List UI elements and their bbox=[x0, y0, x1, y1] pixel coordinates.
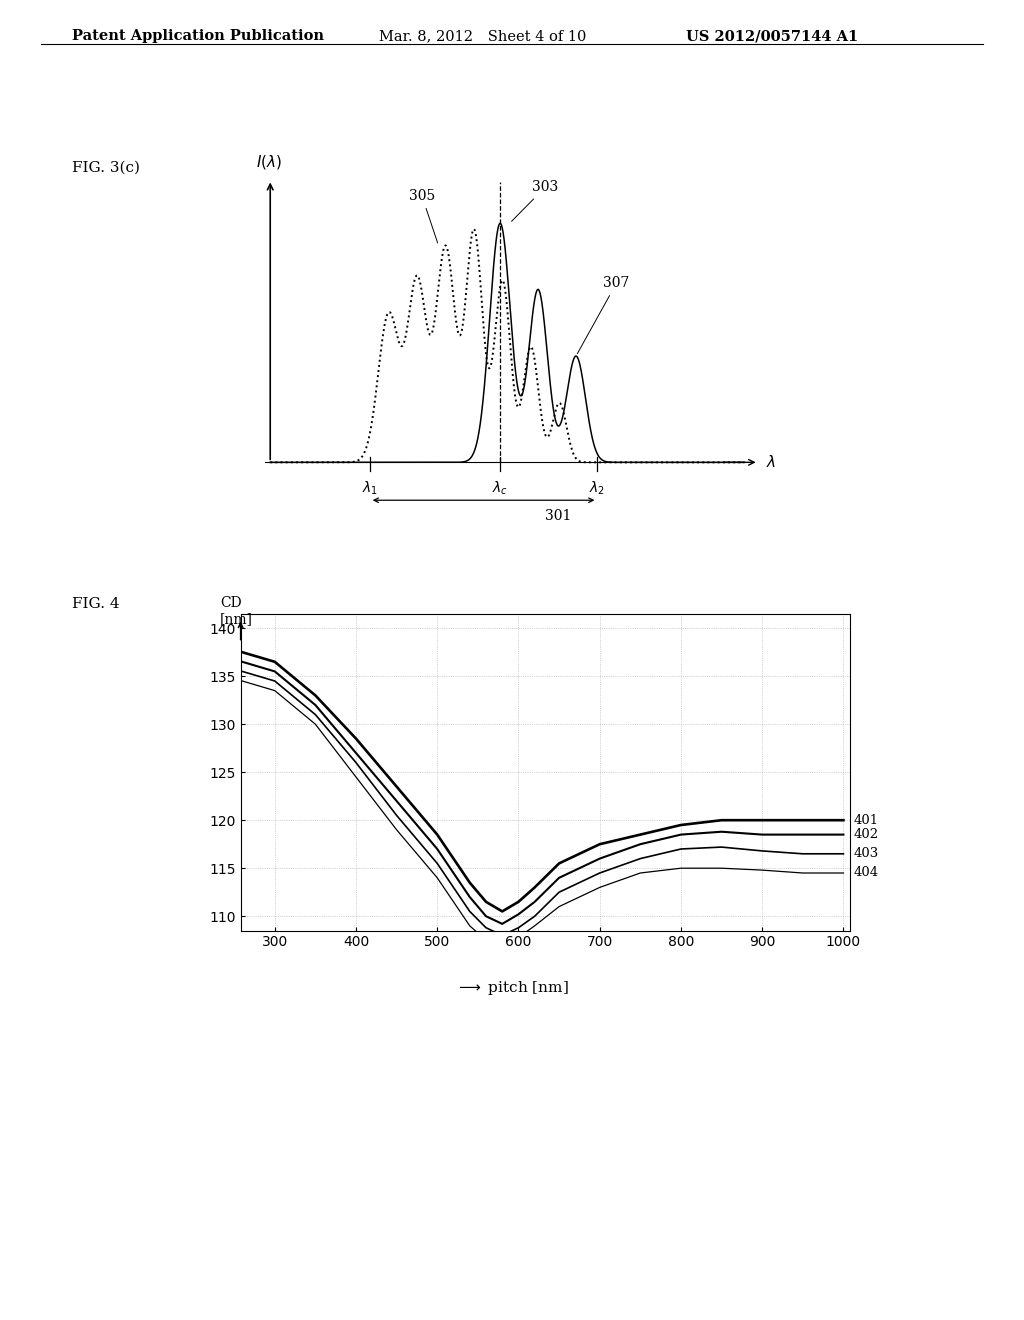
Text: 402: 402 bbox=[853, 828, 879, 841]
Text: $\longrightarrow\;$pitch [nm]: $\longrightarrow\;$pitch [nm] bbox=[456, 979, 568, 998]
Text: 403: 403 bbox=[853, 847, 879, 861]
Text: $\lambda_1$: $\lambda_1$ bbox=[361, 480, 378, 498]
Text: $\lambda$: $\lambda$ bbox=[766, 454, 776, 470]
Text: 301: 301 bbox=[545, 510, 571, 523]
Text: 307: 307 bbox=[578, 276, 630, 354]
Text: Mar. 8, 2012  Sheet 4 of 10: Mar. 8, 2012 Sheet 4 of 10 bbox=[379, 29, 587, 44]
Text: 303: 303 bbox=[512, 181, 558, 222]
Text: FIG. 3(c): FIG. 3(c) bbox=[72, 161, 139, 176]
Text: Patent Application Publication: Patent Application Publication bbox=[72, 29, 324, 44]
Text: 404: 404 bbox=[853, 866, 879, 879]
Text: [nm]: [nm] bbox=[220, 612, 253, 626]
Text: 401: 401 bbox=[853, 813, 879, 826]
Text: CD: CD bbox=[220, 597, 242, 610]
Text: $\lambda_2$: $\lambda_2$ bbox=[590, 480, 605, 498]
Text: $I(\lambda)$: $I(\lambda)$ bbox=[256, 153, 282, 170]
Text: 305: 305 bbox=[409, 189, 437, 243]
Text: US 2012/0057144 A1: US 2012/0057144 A1 bbox=[686, 29, 858, 44]
Text: FIG. 4: FIG. 4 bbox=[72, 597, 120, 611]
Text: $\lambda_c$: $\lambda_c$ bbox=[493, 480, 508, 498]
